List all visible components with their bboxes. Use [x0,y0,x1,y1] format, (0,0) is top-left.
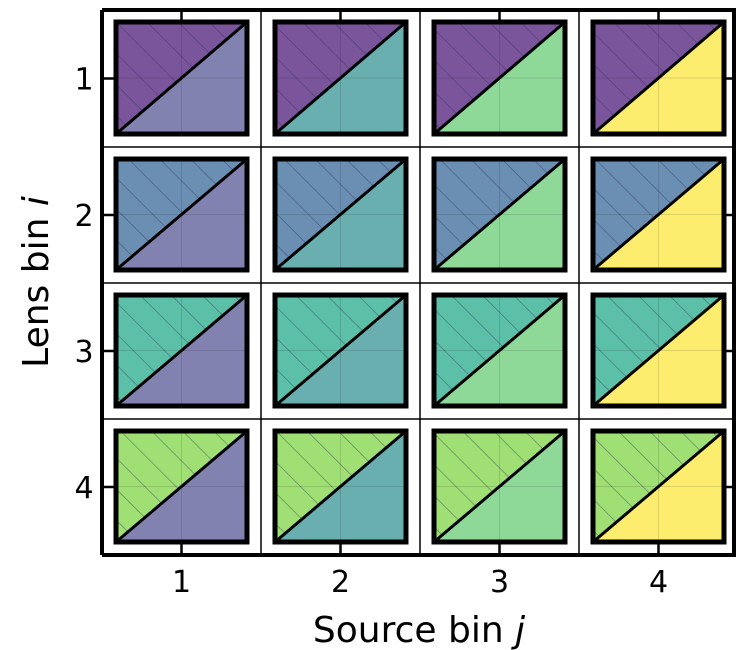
cell-border [113,292,250,409]
cell-diagonal [433,429,566,544]
y-tick-label: 1 [74,63,93,98]
cell-3-3 [431,292,568,409]
cell-border [272,428,409,545]
ticks-layer: 1 2 3 4 1 2 3 4 [74,10,736,600]
y-tick-label: 3 [74,335,93,370]
cell-diagonal [592,20,725,136]
x-axis-label-var: j [510,610,525,650]
cell-diagonal [433,157,566,272]
cell-4-4 [590,428,727,545]
cell-diagonal [115,429,248,544]
cell-diagonal [274,429,407,544]
cell-diagonal [274,157,407,272]
axes-frame [100,8,736,557]
x-tick-label: 3 [490,565,509,600]
cell-2-4 [590,156,727,273]
grid-layer [102,10,736,555]
cell-diagonal [592,429,725,544]
cell-1-1 [113,19,250,137]
cell-diagonal [592,157,725,272]
cell-diagonal [433,20,566,136]
cell-border [113,156,250,273]
cell-border [431,428,568,545]
cell-4-3 [431,428,568,545]
cell-diagonal [433,293,566,408]
cell-diagonal [274,293,407,408]
cell-border [431,292,568,409]
cell-1-2 [272,19,409,137]
x-tick-label: 2 [331,565,350,600]
cell-3-1 [113,292,250,409]
y-tick-label: 2 [74,199,93,234]
x-tick-label: 1 [172,565,191,600]
x-axis-label: Source bin j [313,610,525,650]
cell-4-1 [113,428,250,545]
y-axis-label-var: i [16,196,57,206]
cell-diagonal [115,293,248,408]
cell-3-4 [590,292,727,409]
y-tick-label: 4 [74,471,93,506]
cell-2-3 [431,156,568,273]
cells-layer [113,19,727,545]
y-axis-label: Lens bin i [16,196,57,368]
cell-diagonal [115,20,248,136]
cell-diagonal [115,157,248,272]
cell-border [272,292,409,409]
cell-1-4 [590,19,727,137]
cell-2-2 [272,156,409,273]
x-tick-label: 4 [649,565,668,600]
cell-3-2 [272,292,409,409]
cell-4-2 [272,428,409,545]
cell-1-3 [431,19,568,137]
cell-2-1 [113,156,250,273]
cell-border [113,428,250,545]
cell-border [272,156,409,273]
x-axis-label-text: Source bin [313,610,504,650]
y-axis-label-text: Lens bin [16,218,57,368]
cell-diagonal [592,293,725,408]
cell-diagonal [274,20,407,136]
cell-border [431,156,568,273]
